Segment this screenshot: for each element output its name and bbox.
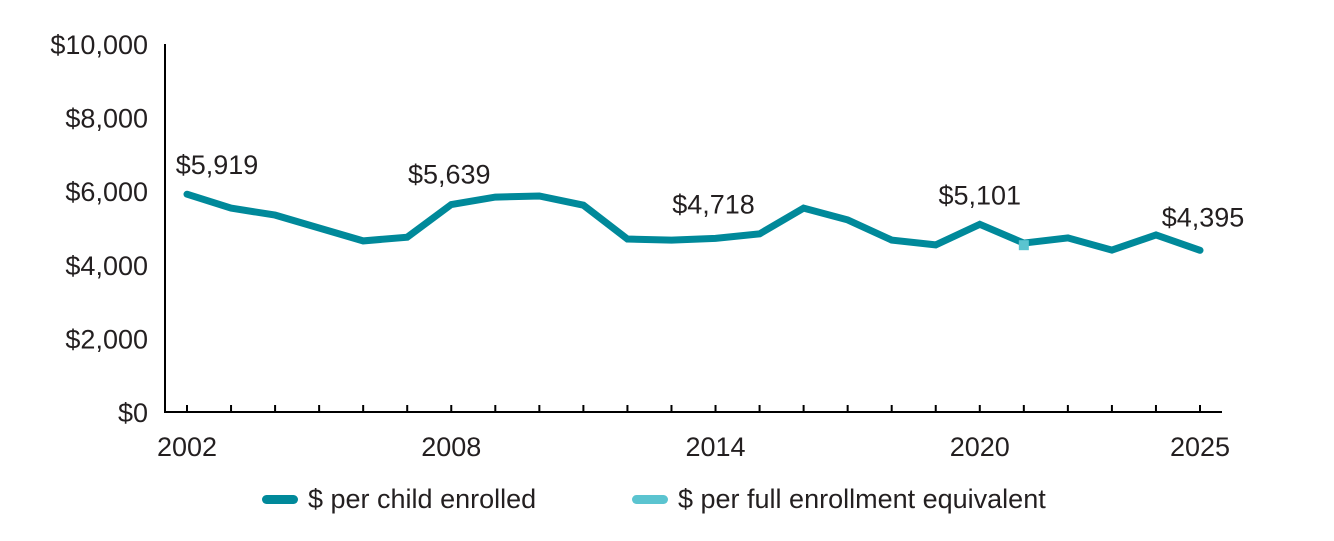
x-tick-label: 2020 (950, 432, 1010, 462)
data-point-full-enrollment (1018, 240, 1029, 251)
y-tick-label: $0 (118, 398, 148, 428)
legend-label-per-child: $ per child enrolled (308, 484, 537, 514)
series-line-per-child (183, 190, 1204, 254)
legend-swatch-full-enrollment (632, 495, 668, 504)
y-tick-label: $2,000 (65, 324, 148, 354)
y-axis: $0 $2,000 $4,000 $6,000 $8,000 $10,000 (50, 30, 166, 428)
data-label: $5,919 (176, 150, 259, 180)
y-tick-label: $8,000 (65, 104, 148, 134)
data-label: $5,639 (408, 159, 491, 189)
legend-swatch-per-child (262, 495, 298, 504)
y-tick-label: $6,000 (65, 177, 148, 207)
data-label: $5,101 (938, 180, 1021, 210)
series-layer (183, 190, 1204, 254)
y-tick-label: $10,000 (50, 30, 148, 60)
legend-label-full-enrollment: $ per full enrollment equivalent (678, 484, 1046, 514)
legend-item-per-child: $ per child enrolled (262, 484, 536, 515)
data-label: $4,395 (1162, 202, 1245, 232)
x-tick-label: 2025 (1170, 432, 1230, 462)
y-tick-label: $4,000 (65, 251, 148, 281)
x-tick-label: 2002 (157, 432, 217, 462)
legend: $ per child enrolled $ per full enrollme… (0, 484, 1334, 528)
x-tick-label: 2014 (685, 432, 745, 462)
line-chart: $0$2,000$4,000$6,000$8,000$10,000 2002 20… (50, 30, 1245, 462)
x-axis: 2002 2008 2014 2020 2025 (157, 405, 1230, 462)
x-tick-label: 2008 (421, 432, 481, 462)
legend-item-full-enrollment: $ per full enrollment equivalent (632, 484, 1046, 515)
data-label: $4,718 (672, 189, 755, 219)
annotation-layer: $5,919 $5,639 $4,718 $5,101 $4,395 (176, 150, 1245, 232)
